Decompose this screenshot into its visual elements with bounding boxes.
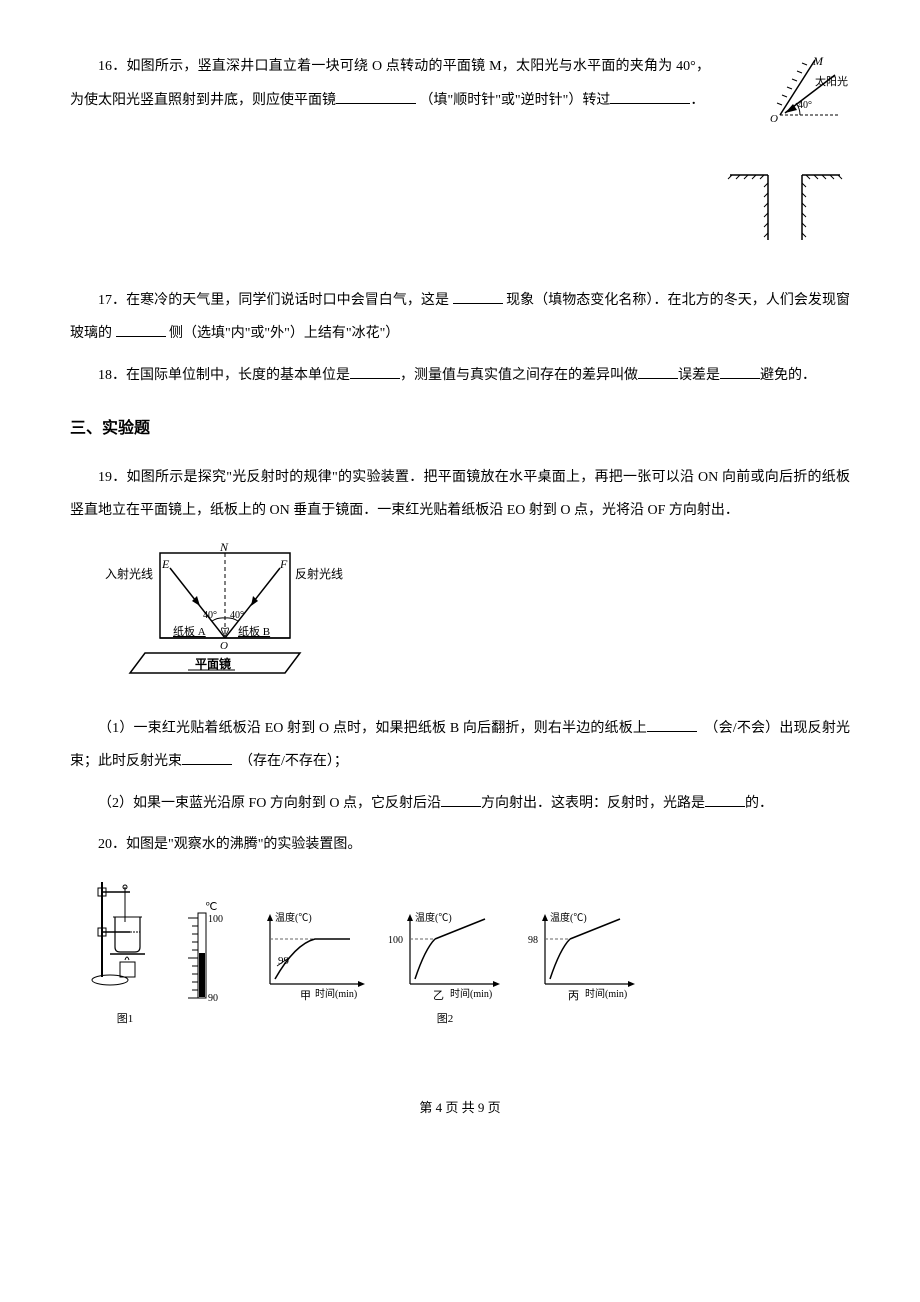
q17-text-1: 17．在寒冷的天气里，同学们说话时口中会冒白气，这是 bbox=[98, 293, 453, 308]
svg-text:N: N bbox=[219, 543, 229, 554]
svg-text:温度(℃): 温度(℃) bbox=[415, 911, 452, 924]
q20-fig1: 图1 bbox=[90, 872, 160, 1032]
q19-sub1-blank-2 bbox=[182, 751, 232, 765]
svg-text:甲: 甲 bbox=[300, 990, 311, 1002]
q20-figures: 图1 ℃ 100 90 bbox=[90, 872, 850, 1032]
svg-text:时间(min): 时间(min) bbox=[315, 987, 357, 1000]
svg-text:℃: ℃ bbox=[205, 901, 217, 913]
q19-sub2-text-2: 方向射出．这表明：反射时，光路是 bbox=[481, 796, 705, 811]
q19-sub1-blank-1 bbox=[647, 718, 697, 732]
section-3-title: 三、实验题 bbox=[70, 410, 850, 448]
q18-blank-1 bbox=[350, 365, 400, 379]
svg-text:时间(min): 时间(min) bbox=[450, 987, 492, 1000]
q16-diagram: M 太阳光 O 40° bbox=[720, 55, 850, 259]
svg-text:乙: 乙 bbox=[433, 989, 444, 1002]
q18-blank-3 bbox=[720, 365, 760, 379]
svg-text:时间(min): 时间(min) bbox=[585, 987, 627, 1000]
angle-label: 40° bbox=[798, 100, 812, 111]
svg-text:温度(℃): 温度(℃) bbox=[275, 911, 312, 924]
svg-text:E: E bbox=[161, 557, 170, 571]
svg-text:O: O bbox=[220, 640, 228, 652]
q19-sub2-text-1: （2）如果一束蓝光沿原 FO 方向射到 O 点，它反射后沿 bbox=[98, 796, 441, 811]
svg-text:纸板 B: 纸板 B bbox=[238, 624, 270, 638]
q16-fill-label: （填"顺时针"或"逆时针"）转过 bbox=[420, 93, 611, 108]
svg-text:100: 100 bbox=[208, 914, 223, 925]
page-footer: 第 4 页 共 9 页 bbox=[70, 1092, 850, 1123]
svg-text:90: 90 bbox=[208, 993, 218, 1004]
question-19-intro: 19．如图所示是探究"光反射时的规律"的实验装置．把平面镜放在水平桌面上，再把一… bbox=[70, 461, 850, 528]
q18-text-1: 18．在国际单位制中，长度的基本单位是 bbox=[98, 368, 350, 383]
q19-sub1: （1）一束红光贴着纸板沿 EO 射到 O 点时，如果把纸板 B 向后翻折，则右半… bbox=[70, 712, 850, 779]
chart-yi: 温度(℃) 时间(min) 100 乙 bbox=[385, 909, 505, 1004]
q17-blank-2 bbox=[116, 323, 166, 337]
svg-text:98: 98 bbox=[528, 935, 538, 946]
q17-blank-1 bbox=[453, 290, 503, 304]
svg-text:F: F bbox=[279, 557, 288, 571]
q18-text-4: 避免的． bbox=[760, 368, 816, 383]
q19-sub1-text-3: （存在/不存在）； bbox=[232, 754, 348, 769]
q19-sub2: （2）如果一束蓝光沿原 FO 方向射到 O 点，它反射后沿 方向射出．这表明：反射… bbox=[70, 787, 850, 821]
q20-thermometer: ℃ 100 90 bbox=[180, 898, 230, 1032]
svg-text:平面镜: 平面镜 bbox=[195, 656, 231, 671]
q20-charts: 温度(℃) 时间(min) 99 甲 温度(℃) 时间(min) 100 bbox=[250, 909, 640, 1032]
question-16: M 太阳光 O 40° bbox=[70, 50, 850, 264]
svg-text:40°: 40° bbox=[203, 610, 217, 621]
fig2-label: 图2 bbox=[250, 1006, 640, 1032]
svg-text:入射光线: 入射光线 bbox=[105, 566, 153, 581]
q16-blank-1 bbox=[336, 90, 416, 104]
origin-label: O bbox=[770, 113, 778, 125]
svg-text:纸板 A: 纸板 A bbox=[173, 624, 206, 638]
q17-text-3: 侧（选填"内"或"外"）上结有"冰花"） bbox=[166, 326, 400, 341]
q18-blank-2 bbox=[638, 365, 678, 379]
q19-sub2-text-3: 的． bbox=[745, 796, 773, 811]
mirror-label: M bbox=[812, 55, 824, 68]
q19-sub2-blank-1 bbox=[441, 793, 481, 807]
question-17: 17．在寒冷的天气里，同学们说话时口中会冒白气，这是 现象（填物态变化名称）．在… bbox=[70, 284, 850, 351]
q19-diagram: N E F 入射光线 反射光线 40° 40° 纸板 A 纸板 B O 平面镜 bbox=[100, 543, 850, 697]
svg-text:丙: 丙 bbox=[568, 990, 579, 1002]
chart-bing: 温度(℃) 时间(min) 98 丙 bbox=[520, 909, 640, 1004]
svg-text:40°: 40° bbox=[230, 610, 244, 621]
chart-jia: 温度(℃) 时间(min) 99 甲 bbox=[250, 909, 370, 1004]
q19-sub1-text-1: （1）一束红光贴着纸板沿 EO 射到 O 点时，如果把纸板 B 向后翻折，则右半… bbox=[98, 721, 647, 736]
q16-blank-2 bbox=[610, 90, 690, 104]
svg-text:温度(℃): 温度(℃) bbox=[550, 911, 587, 924]
q18-text-3: 误差是 bbox=[678, 368, 720, 383]
question-18: 18．在国际单位制中，长度的基本单位是 ，测量值与真实值之间存在的差异叫做 误差是 避… bbox=[70, 359, 850, 393]
svg-text:反射光线: 反射光线 bbox=[295, 566, 343, 581]
q16-period: ． bbox=[690, 93, 704, 108]
question-20-intro: 20．如图是"观察水的沸腾"的实验装置图。 bbox=[70, 828, 850, 862]
q18-text-2: ，测量值与真实值之间存在的差异叫做 bbox=[400, 368, 638, 383]
fig1-label: 图1 bbox=[90, 1006, 160, 1032]
q19-sub2-blank-2 bbox=[705, 793, 745, 807]
sun-label: 太阳光 bbox=[815, 74, 848, 88]
svg-text:100: 100 bbox=[388, 935, 403, 946]
